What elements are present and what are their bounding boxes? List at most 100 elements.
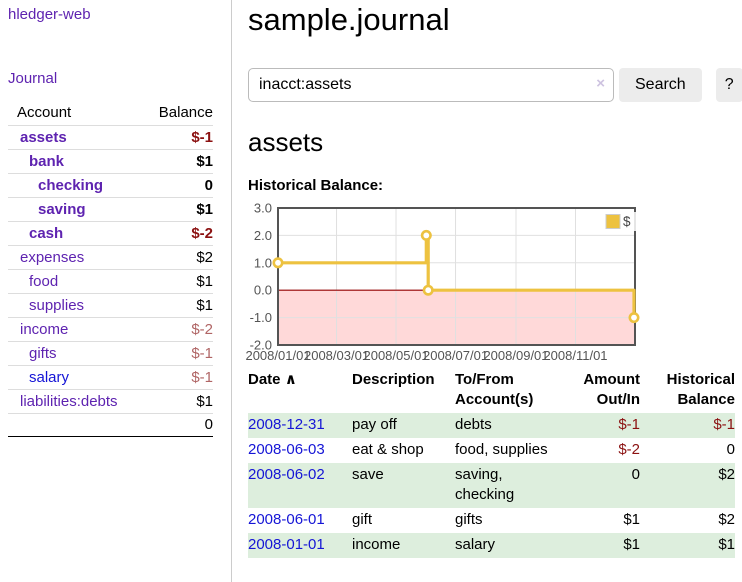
account-link[interactable]: checking: [38, 177, 104, 194]
account-balance: $1: [145, 293, 213, 318]
account-balance: $-2: [145, 221, 213, 246]
accounts-total-value: 0: [145, 413, 213, 437]
help-button[interactable]: ?: [715, 68, 742, 102]
account-heading: assets: [248, 127, 324, 157]
x-axis-tick-label: 2008/11/01: [543, 348, 607, 363]
account-balance: $1: [145, 269, 213, 294]
register-row: 2008-06-03 eat & shop food, supplies $-2 0: [248, 438, 735, 463]
transaction-amount: $1: [558, 533, 640, 558]
transaction-balance: $1: [640, 533, 735, 558]
account-link[interactable]: salary: [29, 369, 70, 386]
sidebar: hledger-web Journal Account Balance asse…: [0, 0, 232, 582]
account-balance: $-1: [145, 365, 213, 390]
register-row: 2008-06-01 gift gifts $1 $2: [248, 508, 735, 533]
chart-point: [628, 312, 640, 324]
register-row: 2008-06-02 save saving, checking 0 $2: [248, 463, 735, 508]
register-header-accounts: To/From Account(s): [455, 371, 534, 408]
chart-point: [420, 229, 432, 241]
account-balance: $1: [145, 389, 213, 414]
account-balance: $1: [145, 149, 213, 174]
account-row: cash $-2: [8, 221, 213, 246]
account-link[interactable]: cash: [29, 225, 64, 242]
account-balance: 0: [145, 173, 213, 198]
account-row: liabilities:debts $1: [8, 389, 213, 414]
transaction-date-link[interactable]: 2008-06-03: [248, 441, 325, 458]
account-row: salary $-1: [8, 365, 213, 390]
historical-balance-chart: 3.0 2.0 1.0 0.0 -1.0 -2.0 2008/01/01 2008/03/01…: [245, 201, 735, 367]
transaction-balance: $-1: [640, 413, 735, 438]
register-header-date[interactable]: Date ∧: [248, 371, 297, 388]
x-axis-tick-label: 2008/09/01: [483, 348, 548, 363]
main-content: sample.journal × Search ? assets Histori…: [233, 0, 742, 582]
account-link[interactable]: expenses: [20, 249, 85, 266]
chart-point: [422, 284, 434, 296]
y-axis-tick-label: 2.0: [254, 228, 272, 243]
account-link[interactable]: gifts: [29, 345, 57, 362]
account-row: food $1: [8, 269, 213, 294]
legend-swatch-icon: [605, 214, 621, 229]
x-axis-tick-label: 2008/01/01: [245, 348, 310, 363]
account-link[interactable]: liabilities:debts: [20, 393, 118, 410]
register-header-amount: Amount Out/In: [583, 371, 640, 408]
search-button[interactable]: Search: [619, 68, 702, 102]
account-link[interactable]: supplies: [29, 297, 85, 314]
sort-asc-icon: ∧: [284, 371, 297, 388]
search-input[interactable]: [248, 68, 614, 102]
account-balance: $1: [145, 197, 213, 222]
account-balance: $2: [145, 245, 213, 270]
transaction-amount: $1: [623, 511, 640, 528]
transaction-accounts: saving, checking: [455, 463, 558, 508]
y-axis-tick-label: 0.0: [254, 283, 272, 298]
transaction-date-link[interactable]: 2008-06-02: [248, 466, 325, 483]
accounts-header-account: Account: [8, 101, 146, 126]
chart-svg: 3.0 2.0 1.0 0.0 -1.0 -2.02008/01/012008/03/01…: [245, 201, 640, 363]
account-link[interactable]: assets: [20, 129, 67, 146]
account-link[interactable]: income: [20, 321, 69, 338]
transaction-amount: $-1: [558, 413, 640, 438]
transaction-description: save: [352, 463, 455, 508]
search-bar: × Search ?: [248, 68, 742, 102]
x-axis-tick-label: 2008/03/01: [304, 348, 369, 363]
register-header-row: Date ∧ Description To/From Account(s) Am…: [248, 369, 735, 413]
sidebar-item-journal[interactable]: Journal: [8, 70, 58, 87]
account-link[interactable]: food: [29, 273, 59, 290]
transaction-accounts: gifts: [455, 511, 483, 528]
transaction-balance: $2: [640, 463, 735, 508]
account-link[interactable]: saving: [38, 201, 86, 218]
x-axis-tick-label: 2008/05/01: [363, 348, 428, 363]
transaction-description: income: [352, 533, 455, 558]
app-brand-link[interactable]: hledger-web: [8, 6, 91, 23]
x-axis-tick-label: 2008/07/01: [423, 348, 488, 363]
transaction-date-link[interactable]: 2008-12-31: [248, 416, 325, 433]
account-row: expenses $2: [8, 245, 213, 270]
account-link[interactable]: bank: [29, 153, 65, 170]
register-row: 2008-01-01 income salary $1 $1: [248, 533, 735, 558]
transaction-balance: 0: [726, 441, 735, 458]
transaction-balance: $2: [718, 511, 735, 528]
legend-series-label: $: [623, 214, 631, 229]
clear-search-icon[interactable]: ×: [596, 75, 605, 92]
accounts-table: Account Balance assets $-1 bank $1 checking 0…: [8, 101, 213, 437]
transaction-date-link[interactable]: 2008-06-01: [248, 511, 325, 528]
register-row: 2008-12-31 pay off debts $-1 $-1: [248, 413, 735, 438]
page-title: sample.journal: [248, 2, 450, 37]
accounts-total-row: 0: [8, 413, 213, 437]
account-balance: $-1: [145, 125, 213, 150]
account-row: income $-2: [8, 317, 213, 342]
account-row: assets $-1: [8, 125, 213, 150]
account-row: supplies $1: [8, 293, 213, 318]
account-row: bank $1: [8, 149, 213, 174]
transaction-description: eat & shop: [352, 441, 424, 458]
chart-title: Historical Balance:: [248, 177, 384, 194]
account-balance: $-1: [145, 341, 213, 366]
register-header-description: Description: [352, 371, 435, 388]
register-table: Date ∧ Description To/From Account(s) Am…: [248, 369, 735, 558]
chart-border: [277, 207, 636, 346]
y-axis-tick-label: -2.0: [250, 338, 272, 353]
transaction-date-link[interactable]: 2008-01-01: [248, 536, 325, 553]
search-box: ×: [248, 68, 614, 102]
account-row: gifts $-1: [8, 341, 213, 366]
register-header-balance: Historical Balance: [666, 371, 735, 408]
transaction-amount: 0: [558, 463, 640, 508]
